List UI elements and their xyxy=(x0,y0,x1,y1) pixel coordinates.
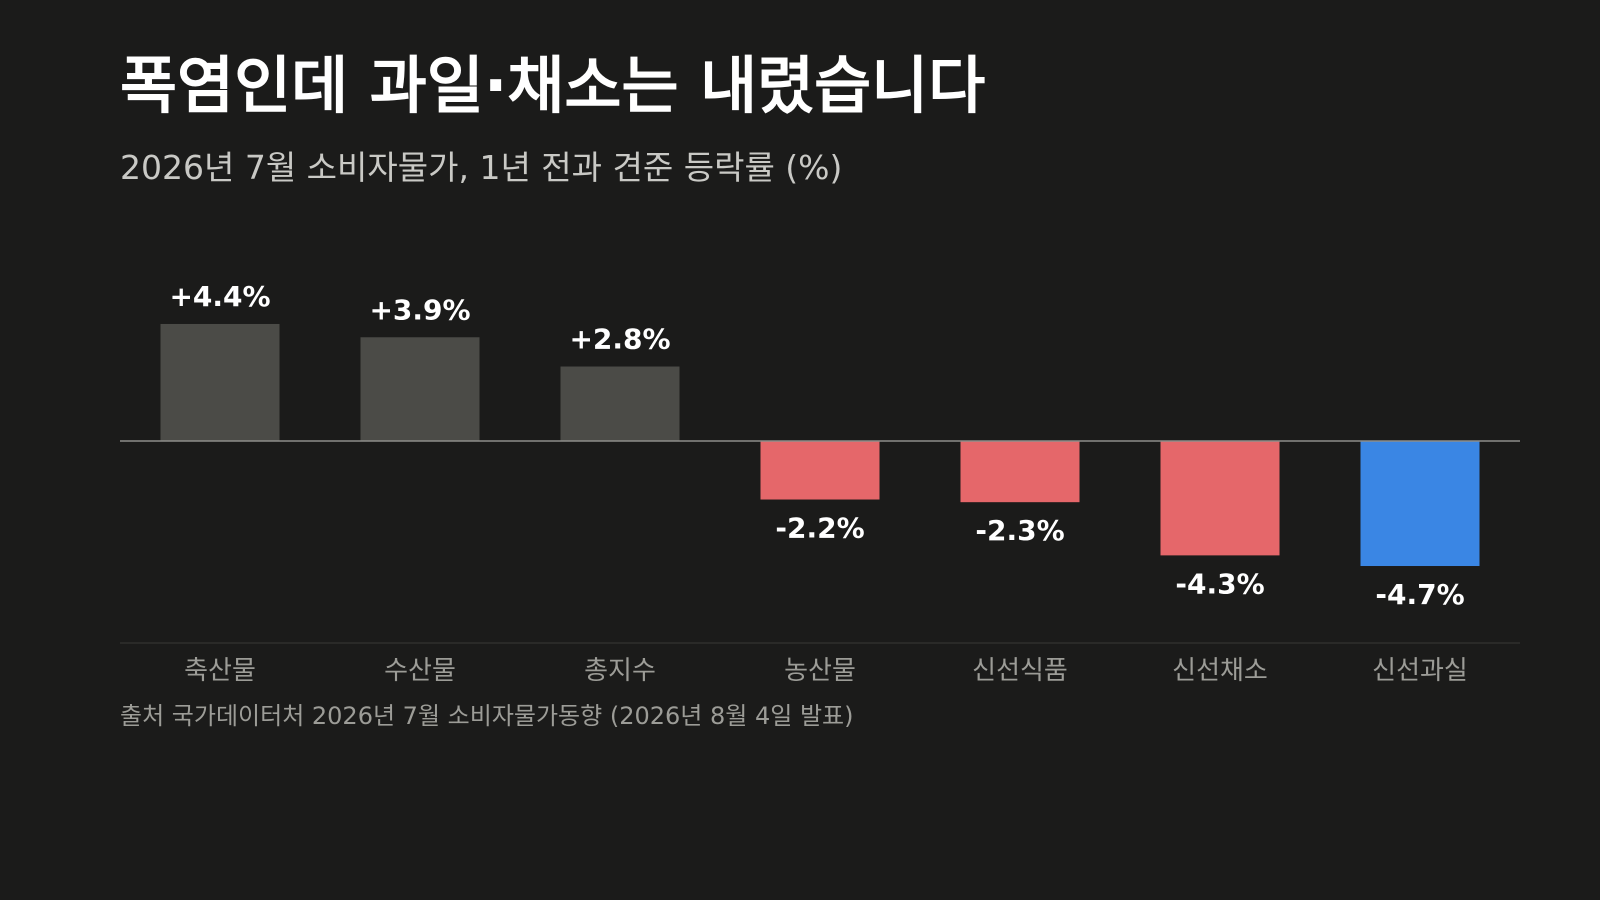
value-labels-group: +4.4% +3.9% +2.8% -2.2% -2.3% -4.3% -4.7% xyxy=(169,280,1464,611)
category-label-6: 신선채소 xyxy=(1172,656,1268,686)
value-label-7: -4.7% xyxy=(1375,578,1464,611)
bar-6 xyxy=(1160,441,1280,556)
category-label-4: 농산물 xyxy=(784,656,856,686)
bar-5 xyxy=(960,441,1080,503)
source-note: 출처 국가데이터처 2026년 7월 소비자물가동향 (2026년 8월 4일 … xyxy=(120,702,854,730)
category-labels-group: 축산물 수산물 총지수 농산물 신선식품 신선채소 신선과실 xyxy=(184,656,1468,686)
bar-2 xyxy=(360,337,480,441)
value-label-2: +3.9% xyxy=(369,293,470,326)
category-label-7: 신선과실 xyxy=(1372,656,1468,686)
chart-title: 폭염인데 과일·채소는 내렸습니다 xyxy=(120,49,986,122)
bar-1 xyxy=(160,323,280,441)
bar-7 xyxy=(1360,441,1480,567)
bar-3 xyxy=(560,366,680,441)
value-label-1: +4.4% xyxy=(169,280,270,313)
bar-4 xyxy=(760,441,880,500)
value-label-4: -2.2% xyxy=(775,512,864,545)
value-label-3: +2.8% xyxy=(569,323,670,356)
value-label-5: -2.3% xyxy=(975,514,1064,547)
value-label-6: -4.3% xyxy=(1175,567,1264,600)
category-label-3: 총지수 xyxy=(584,656,656,686)
chart-subtitle: 2026년 7월 소비자물가, 1년 전과 견준 등락률 (%) xyxy=(120,148,843,187)
category-label-5: 신선식품 xyxy=(972,656,1068,686)
bars-group xyxy=(160,323,1480,567)
category-label-1: 축산물 xyxy=(184,656,256,686)
category-label-2: 수산물 xyxy=(384,656,456,686)
